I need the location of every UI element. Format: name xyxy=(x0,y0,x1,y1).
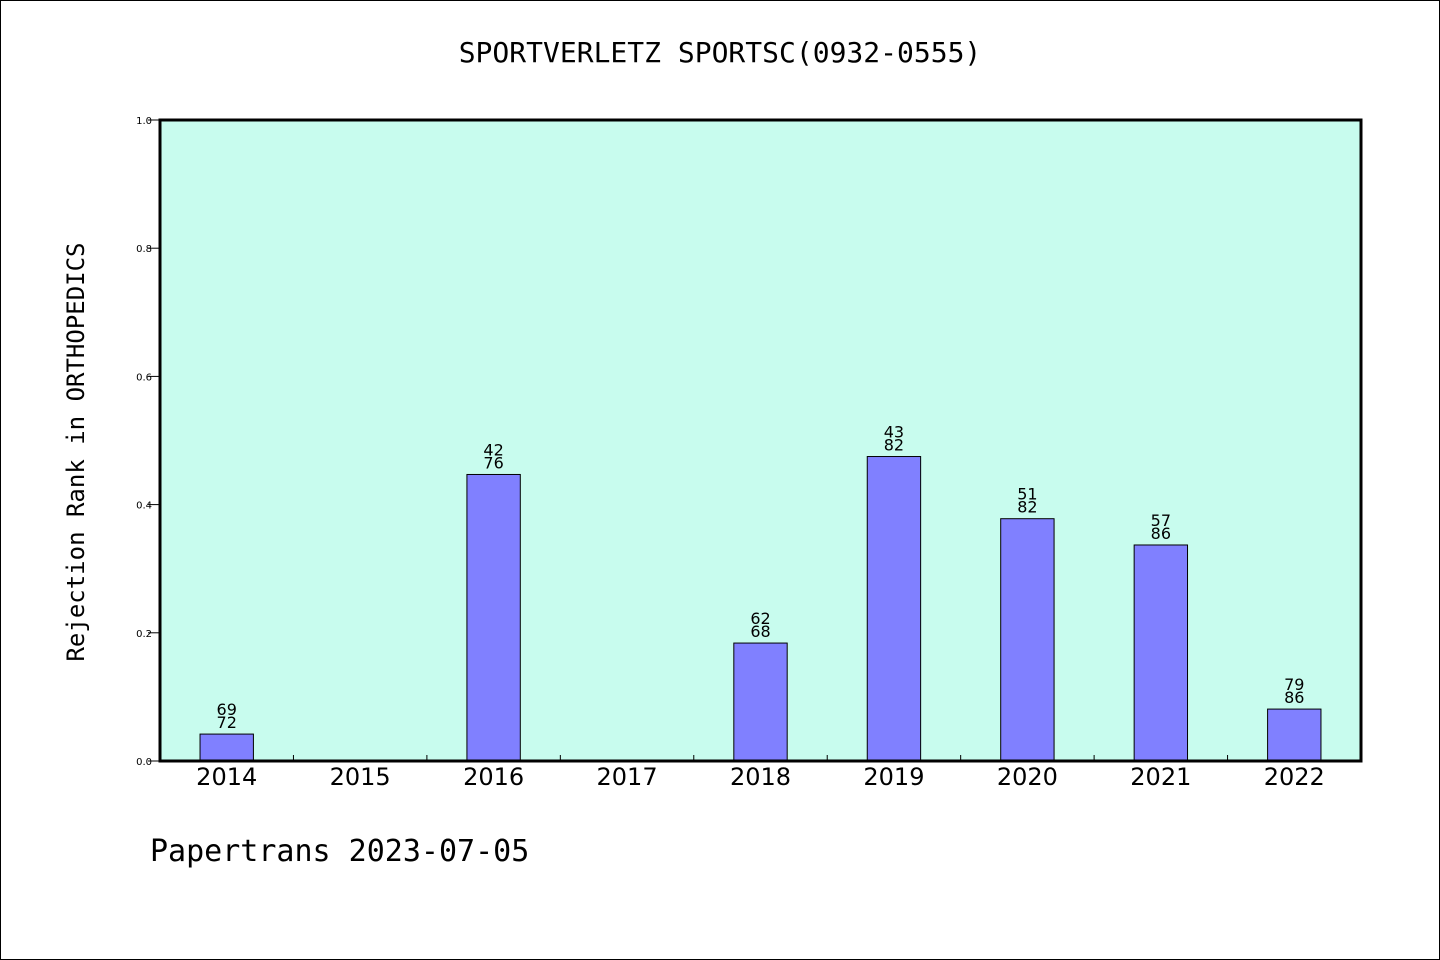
bar-2019 xyxy=(866,456,922,762)
y-tick-label: 0.6 xyxy=(136,372,152,383)
x-tick-label: 2019 xyxy=(863,763,924,791)
bar-label-bottom-2014: 72 xyxy=(217,713,237,732)
y-tick-label: 0.8 xyxy=(136,244,152,255)
x-tick-label: 2015 xyxy=(330,763,391,791)
y-tick-label: 1.0 xyxy=(136,116,152,127)
y-axis: 0.0 0.2 0.4 0.6 0.8 1.0 xyxy=(136,116,160,768)
footer-stamp: Papertrans 2023-07-05 xyxy=(150,834,530,869)
x-tick-label: 2018 xyxy=(730,763,791,791)
bar-label-bottom-2016: 76 xyxy=(483,453,503,472)
bars-group xyxy=(199,456,1322,762)
bar-2020 xyxy=(1000,518,1055,762)
bar-label-bottom-2022: 86 xyxy=(1284,688,1304,707)
bar-label-top-2021: 57 xyxy=(1151,511,1171,530)
bar-label-top-2020: 51 xyxy=(1017,485,1037,504)
x-tick-label: 2021 xyxy=(1130,763,1191,791)
x-tick-label: 2022 xyxy=(1264,763,1325,791)
bar-label-top-2022: 79 xyxy=(1284,675,1304,694)
bar-2016 xyxy=(466,473,521,762)
bar-2014 xyxy=(199,733,254,762)
y-tick-label: 0.4 xyxy=(136,501,152,512)
x-tick-label: 2016 xyxy=(463,763,524,791)
bar-label-bottom-2020: 82 xyxy=(1017,498,1037,517)
bar-label-top-2016: 42 xyxy=(483,440,503,459)
x-axis: 2014 2015 2016 2017 2018 2019 2020 2021 2022 xyxy=(196,755,1325,791)
bar-label-bottom-2018: 68 xyxy=(750,622,770,641)
bar-label-bottom-2021: 86 xyxy=(1151,524,1171,543)
bar-label-top-2019: 43 xyxy=(884,423,904,442)
y-tick-label: 0.2 xyxy=(136,629,152,640)
bar-label-top-2014: 69 xyxy=(217,700,237,719)
x-tick-label: 2020 xyxy=(997,763,1058,791)
plot-border xyxy=(158,118,1363,763)
x-tick-label: 2017 xyxy=(597,763,658,791)
bar-label-top-2018: 62 xyxy=(750,609,770,628)
bar-2018 xyxy=(733,642,788,762)
chart-title: SPORTVERLETZ SPORTSC(0932-0555) xyxy=(458,36,982,69)
bar-2021 xyxy=(1133,544,1189,762)
bar-2022 xyxy=(1267,708,1322,762)
x-tick-label: 2014 xyxy=(196,763,257,791)
bar-label-bottom-2019: 82 xyxy=(884,436,904,455)
y-tick-label: 0.0 xyxy=(136,757,152,768)
